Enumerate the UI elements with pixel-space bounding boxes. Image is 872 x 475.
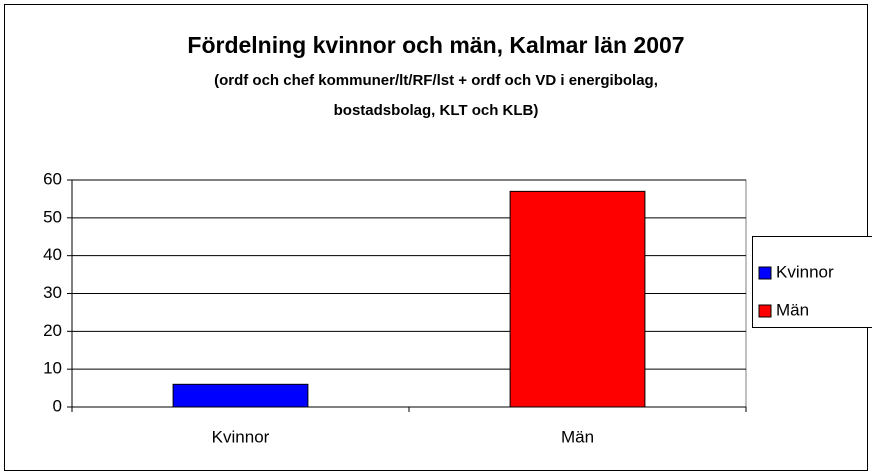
y-tick-label: 0 [53,396,62,415]
y-tick-label: 30 [43,283,62,302]
legend [752,236,872,328]
legend-swatch [758,304,772,318]
y-tick-label: 40 [43,245,62,264]
legend-swatch [758,266,772,280]
y-tick-label: 20 [43,321,62,340]
legend-label: Kvinnor [776,262,834,281]
y-tick-label: 50 [43,207,62,226]
chart-subtitle: (ordf och chef kommuner/lt/RF/lst + ordf… [214,72,658,89]
chart-subtitle: bostadsbolag, KLT och KLB) [334,102,539,119]
x-tick-label: Kvinnor [212,427,270,446]
chart-title: Fördelning kvinnor och män, Kalmar län 2… [187,32,684,58]
legend-label: Män [776,300,809,319]
y-tick-label: 10 [43,359,62,378]
x-tick-label: Män [561,427,594,446]
y-tick-label: 60 [43,169,62,188]
bar [509,190,646,408]
bar [172,383,309,408]
